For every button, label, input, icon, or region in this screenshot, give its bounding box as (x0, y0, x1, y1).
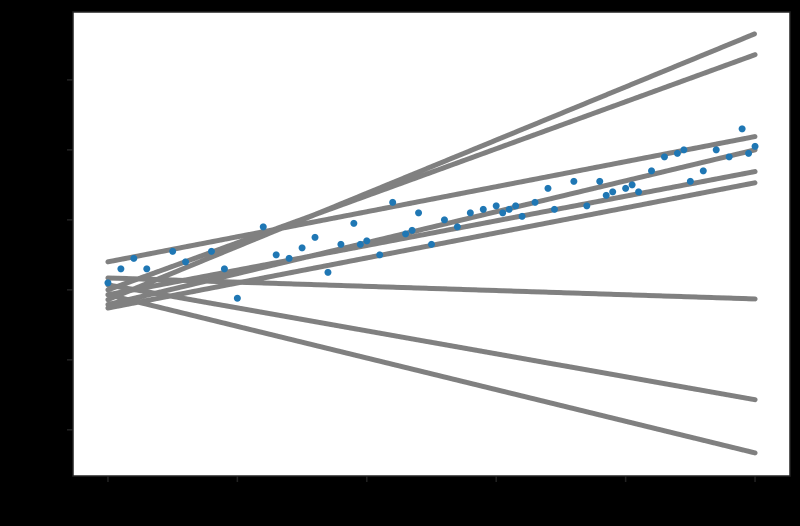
data-point (583, 202, 591, 210)
data-point (628, 181, 636, 189)
data-point (492, 202, 500, 210)
data-point (712, 146, 720, 154)
data-point (408, 226, 416, 234)
model-line (105, 147, 758, 308)
data-point (440, 216, 448, 224)
data-point (104, 279, 112, 287)
data-point (686, 177, 694, 185)
data-point (505, 205, 513, 213)
data-point (479, 205, 487, 213)
model-line (105, 275, 758, 302)
data-point (738, 125, 746, 133)
data-point (635, 188, 643, 196)
data-point (499, 209, 507, 217)
model-line (105, 282, 758, 403)
data-point (428, 240, 435, 248)
data-point (220, 265, 228, 273)
data-point (285, 254, 293, 262)
data-point (751, 142, 759, 150)
data-point (259, 223, 267, 231)
data-point (272, 251, 280, 259)
data-point (130, 254, 138, 262)
data-point (298, 244, 306, 252)
data-point (233, 294, 241, 302)
data-point (660, 153, 668, 161)
data-point (415, 209, 423, 217)
data-point (699, 167, 707, 175)
data-point (117, 265, 125, 273)
data-point (466, 209, 474, 217)
data-point (648, 167, 656, 175)
data-point (570, 177, 578, 185)
data-point (389, 198, 397, 206)
data-point (518, 212, 526, 220)
model-line (105, 169, 758, 298)
data-point (169, 247, 177, 255)
data-point (680, 146, 688, 154)
data-point (550, 205, 558, 213)
data-point (143, 265, 151, 273)
data-point (544, 184, 552, 192)
data-point (337, 240, 345, 248)
data-point (725, 153, 733, 161)
model-line (105, 134, 758, 265)
model-line (105, 292, 758, 456)
data-point (745, 149, 753, 157)
data-point (453, 223, 461, 231)
data-point (531, 198, 539, 206)
data-point (350, 219, 358, 227)
data-point (207, 247, 215, 255)
model-line (105, 31, 758, 303)
data-point (596, 177, 604, 185)
model-line (105, 52, 758, 293)
data-point (363, 237, 371, 245)
data-point (311, 233, 319, 241)
data-point (356, 240, 364, 248)
data-point (182, 258, 190, 266)
data-point (609, 188, 617, 196)
data-point (324, 268, 332, 276)
data-point (673, 149, 681, 157)
data-point (512, 202, 520, 210)
data-point (622, 184, 630, 192)
data-point (602, 191, 610, 199)
data-point (402, 230, 410, 238)
data-point (376, 251, 384, 259)
